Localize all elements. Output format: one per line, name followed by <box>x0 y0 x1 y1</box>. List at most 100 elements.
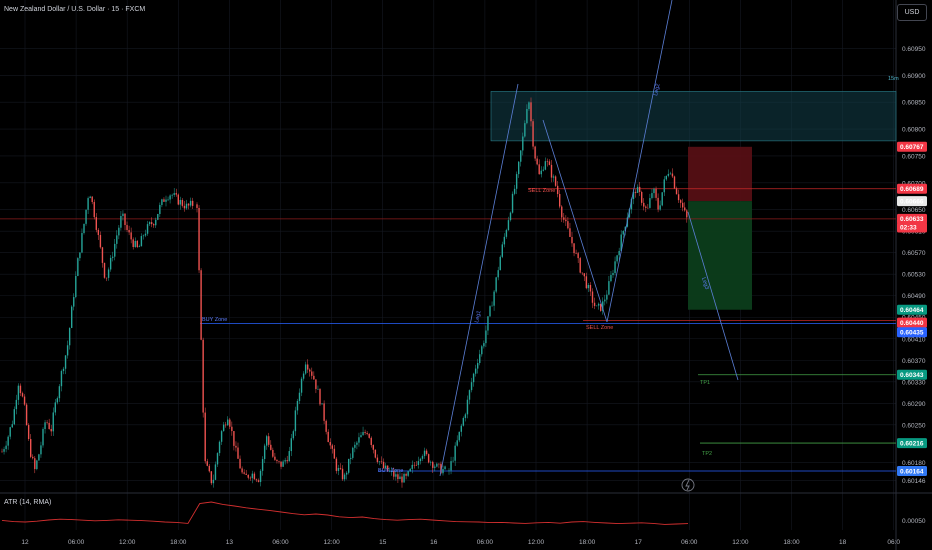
candle-body <box>602 301 604 311</box>
candle-body <box>444 466 446 470</box>
candle-body <box>155 219 157 226</box>
candle-body <box>62 368 65 372</box>
candle-body <box>27 425 30 440</box>
candle-body <box>177 194 179 205</box>
candle-body <box>507 220 510 231</box>
candle-body <box>671 173 674 177</box>
candle-body <box>407 471 409 476</box>
tp2-label: TP2 <box>702 451 712 457</box>
candle-body <box>183 205 186 209</box>
candle-body <box>261 459 264 471</box>
candle-body <box>245 473 247 475</box>
candle-body <box>278 461 280 462</box>
candle-body <box>126 225 128 230</box>
candle-body <box>386 465 389 472</box>
candle-body <box>509 212 512 221</box>
price-tick-label: 0.60850 <box>902 100 926 107</box>
candle-body <box>634 191 637 193</box>
candle-body <box>148 222 151 225</box>
candle-body <box>663 179 665 193</box>
candle-body <box>620 234 622 251</box>
candle-body <box>483 343 485 347</box>
candle-body <box>298 392 301 401</box>
candle-body <box>52 412 54 432</box>
candle-body <box>128 229 130 233</box>
candle-body <box>612 273 614 276</box>
candle-body <box>239 458 241 469</box>
candle-body <box>319 389 321 405</box>
candle-body <box>235 445 237 448</box>
candle-body <box>85 209 87 224</box>
candle-body <box>659 205 661 210</box>
time-tick-label: 12:00 <box>732 539 749 546</box>
candle-body <box>304 364 307 374</box>
candle-body <box>333 448 336 459</box>
candle-body <box>454 445 456 461</box>
candle-body <box>571 236 573 244</box>
price-tick-label: 0.60570 <box>902 250 926 257</box>
candle-body <box>409 468 411 472</box>
candle-body <box>290 438 292 452</box>
candle-body <box>686 210 688 218</box>
candle-body <box>413 464 415 466</box>
candle-body <box>138 246 141 248</box>
candle-body <box>231 426 233 432</box>
candle-body <box>581 272 583 274</box>
candle-body <box>5 445 7 450</box>
time-tick-label: 13 <box>226 539 234 546</box>
candle-body <box>661 192 663 206</box>
time-tick-label: 18:00 <box>579 539 596 546</box>
candle-body <box>157 214 159 220</box>
candle-body <box>268 436 270 445</box>
candle-body <box>241 468 243 473</box>
candle-body <box>636 186 639 193</box>
time-axis: 12 06:00 12:00 18:00 13 06:00 12:00 15 16 06:00 12… <box>21 539 900 546</box>
price-tick-label: 0.60330 <box>902 379 926 386</box>
candle-body <box>477 363 479 369</box>
candle-body <box>567 221 569 229</box>
candle-body <box>189 200 192 206</box>
candle-body <box>107 269 110 278</box>
candle-body <box>616 255 618 262</box>
candle-body <box>538 164 540 175</box>
candle-body <box>405 473 407 476</box>
candle-body <box>153 224 155 226</box>
replay-icon[interactable] <box>681 478 695 492</box>
currency-button[interactable]: USD <box>897 4 927 21</box>
candle-body <box>311 371 313 376</box>
price-tick-label: 0.60650 <box>902 207 926 214</box>
candle-body <box>323 403 325 421</box>
candle-body <box>485 330 487 344</box>
candle-body <box>577 253 579 259</box>
time-tick-label: 12 <box>21 539 29 546</box>
candle-body <box>380 461 383 463</box>
candle-body <box>667 173 670 176</box>
price-tag-label: 0.60435 <box>900 330 924 337</box>
horizontal-levels <box>0 188 896 472</box>
candle-body <box>270 444 272 450</box>
candle-body <box>470 382 473 391</box>
candle-body <box>71 306 73 328</box>
candle-body <box>518 161 520 175</box>
candle-body <box>185 203 188 209</box>
candle-body <box>632 191 635 199</box>
candle-body <box>222 424 225 432</box>
price-tag-label: 0.60343 <box>900 372 924 379</box>
price-tag-label: 0.60216 <box>900 440 924 447</box>
candle-body <box>286 460 288 462</box>
candle-body <box>524 123 526 137</box>
candle-body <box>146 224 149 234</box>
candle-body <box>329 442 331 446</box>
time-tick-label: 18:00 <box>170 539 187 546</box>
candle-body <box>573 243 575 254</box>
candle-body <box>243 472 245 474</box>
candle-body <box>532 121 534 147</box>
candle-body <box>253 473 256 480</box>
candle-body <box>204 412 206 462</box>
candle-body <box>87 198 89 210</box>
candle-body <box>606 294 608 300</box>
candle-body <box>93 202 95 218</box>
candle-body <box>479 354 481 364</box>
price-tick-label: 0.60410 <box>902 336 926 343</box>
